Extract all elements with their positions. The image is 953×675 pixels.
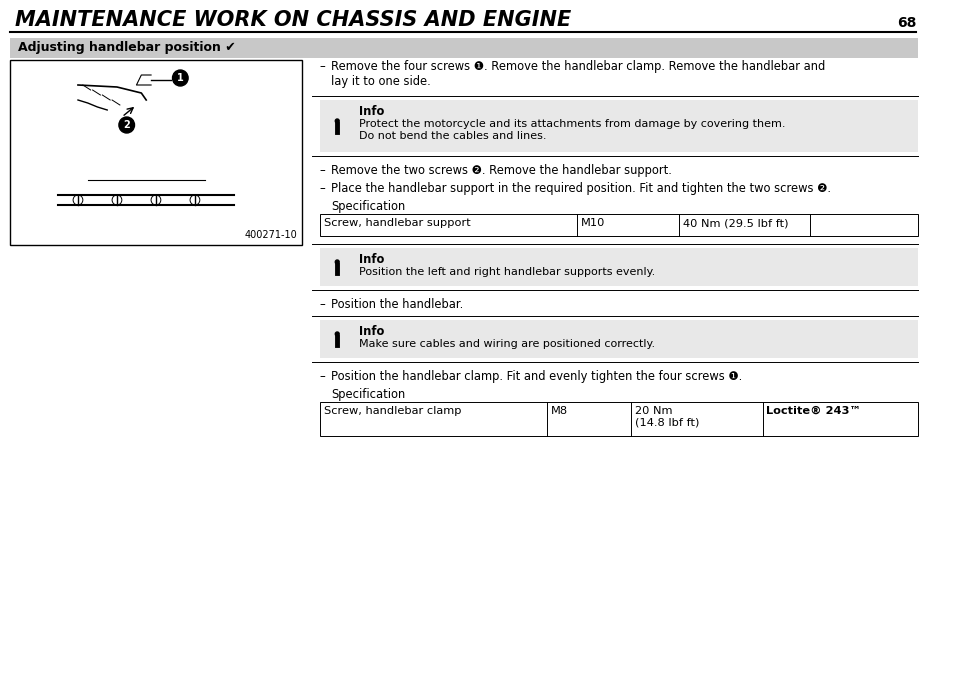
- Text: Protect the motorcycle and its attachments from damage by covering them.
Do not : Protect the motorcycle and its attachmen…: [358, 119, 784, 140]
- Bar: [319, 214, 917, 236]
- Text: Info: Info: [358, 105, 384, 118]
- Bar: [319, 100, 917, 152]
- Circle shape: [190, 195, 199, 205]
- Text: M8: M8: [551, 406, 568, 416]
- Text: 20 Nm
(14.8 lbf ft): 20 Nm (14.8 lbf ft): [634, 406, 699, 427]
- Text: Position the handlebar clamp. Fit and evenly tighten the four screws ❶.: Position the handlebar clamp. Fit and ev…: [331, 370, 741, 383]
- Circle shape: [73, 195, 83, 205]
- Circle shape: [151, 195, 161, 205]
- Text: Remove the two screws ❷. Remove the handlebar support.: Remove the two screws ❷. Remove the hand…: [331, 164, 672, 177]
- Text: Remove the four screws ❶. Remove the handlebar clamp. Remove the handlebar and
l: Remove the four screws ❶. Remove the han…: [331, 60, 824, 88]
- Text: 1: 1: [176, 73, 184, 83]
- Bar: [10, 60, 302, 245]
- Text: Position the left and right handlebar supports evenly.: Position the left and right handlebar su…: [358, 267, 655, 277]
- Text: 400271-10: 400271-10: [244, 230, 297, 240]
- Circle shape: [335, 332, 339, 336]
- Circle shape: [112, 195, 122, 205]
- Circle shape: [335, 260, 339, 264]
- Text: Screw, handlebar clamp: Screw, handlebar clamp: [323, 406, 460, 416]
- Text: M10: M10: [580, 218, 604, 228]
- Text: Make sure cables and wiring are positioned correctly.: Make sure cables and wiring are position…: [358, 339, 654, 349]
- Text: Info: Info: [358, 253, 384, 266]
- Text: –: –: [319, 60, 325, 73]
- Text: Position the handlebar.: Position the handlebar.: [331, 298, 463, 311]
- Bar: [10, 38, 917, 58]
- Text: –: –: [319, 164, 325, 177]
- Text: 2: 2: [123, 120, 130, 130]
- Bar: [319, 402, 917, 436]
- Text: 40 Nm (29.5 lbf ft): 40 Nm (29.5 lbf ft): [682, 218, 787, 228]
- Text: Info: Info: [358, 325, 384, 338]
- Text: 68: 68: [896, 16, 915, 30]
- Text: Adjusting handlebar position ✔: Adjusting handlebar position ✔: [17, 41, 235, 55]
- Text: –: –: [319, 298, 325, 311]
- Text: –: –: [319, 370, 325, 383]
- Circle shape: [335, 119, 339, 123]
- Text: Place the handlebar support in the required position. Fit and tighten the two sc: Place the handlebar support in the requi…: [331, 182, 830, 195]
- Circle shape: [119, 117, 134, 133]
- Text: –: –: [319, 182, 325, 195]
- Circle shape: [172, 70, 188, 86]
- Text: Specification: Specification: [331, 200, 405, 213]
- Bar: [319, 320, 917, 358]
- Text: Specification: Specification: [331, 388, 405, 401]
- Bar: [319, 248, 917, 286]
- Text: MAINTENANCE WORK ON CHASSIS AND ENGINE: MAINTENANCE WORK ON CHASSIS AND ENGINE: [14, 10, 570, 30]
- Text: Screw, handlebar support: Screw, handlebar support: [323, 218, 470, 228]
- Text: Loctite® 243™: Loctite® 243™: [765, 406, 861, 416]
